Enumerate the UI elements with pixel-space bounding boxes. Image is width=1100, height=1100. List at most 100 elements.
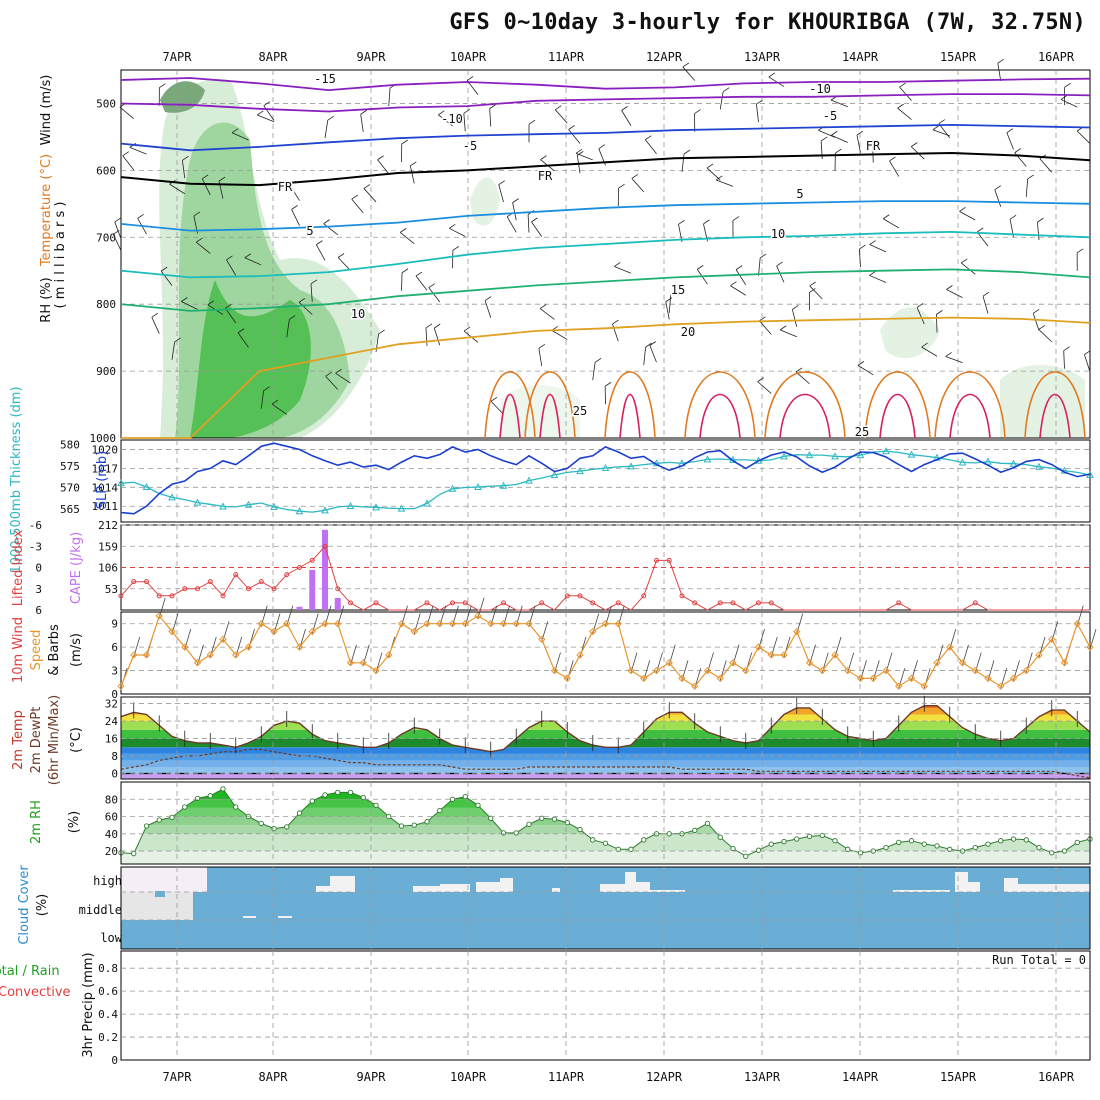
li-marker <box>730 600 736 606</box>
wind-barb <box>401 139 408 145</box>
pressure-tick: 500 <box>96 97 116 110</box>
wind-barb <box>512 198 519 203</box>
rh-marker <box>347 789 354 796</box>
rh-marker <box>258 820 264 827</box>
thickness-marker <box>474 482 482 491</box>
rh-band <box>121 825 1090 834</box>
thickness-marker <box>346 501 355 510</box>
wind-barb <box>649 345 657 363</box>
wind-barb <box>434 323 441 329</box>
contour-label: 10 <box>351 307 365 321</box>
li-axis-label: Lifted Index <box>11 529 26 606</box>
wind-barb <box>151 316 160 334</box>
rh-marker <box>755 847 762 853</box>
wind-barb <box>759 320 772 335</box>
wind10m-marker <box>652 666 661 675</box>
temp-band <box>121 773 1090 779</box>
isotherm-3 <box>120 151 1091 187</box>
wind-barb <box>409 165 415 184</box>
wind-barb <box>976 231 989 247</box>
wind10m-marker <box>946 643 954 651</box>
wind10m-barb <box>452 605 459 626</box>
temp-band <box>121 766 1090 774</box>
wind-barb <box>869 275 887 283</box>
precip-tick: 0.4 <box>98 1008 118 1021</box>
rh-marker <box>692 827 698 833</box>
date-tick-bottom: 16APR <box>1038 1070 1075 1084</box>
wind-barb <box>706 163 714 169</box>
wind10m-marker <box>257 620 265 628</box>
wind-barb <box>779 325 787 331</box>
wind-barb <box>665 297 673 303</box>
slp-line <box>120 442 1091 515</box>
wind10m-marker <box>461 620 469 628</box>
wind-barb <box>715 175 723 181</box>
wind-barb <box>316 240 323 245</box>
precip-frame <box>120 950 1091 1061</box>
pressure-tick: 900 <box>96 365 116 378</box>
wind-barb <box>818 129 836 138</box>
rh-marker <box>1010 836 1017 842</box>
li-tick: 6 <box>35 604 42 617</box>
rh-marker <box>143 823 150 829</box>
wind-barb <box>665 301 670 320</box>
wind-barb <box>678 219 685 225</box>
wind10m-marker <box>907 674 916 683</box>
wind-barb <box>237 328 245 334</box>
cape-bar <box>322 529 328 610</box>
wind-barb <box>1063 350 1065 369</box>
cloud-cell <box>413 886 440 892</box>
wind-barb <box>809 281 816 287</box>
thickness-marker <box>780 452 788 460</box>
rh-marker <box>335 789 341 796</box>
rh-frame <box>120 781 1091 865</box>
wind10m-marker <box>410 627 418 636</box>
li-marker <box>564 593 570 599</box>
cloud-cell <box>155 891 165 897</box>
wind-barb <box>768 76 785 87</box>
rh-marker <box>628 846 634 852</box>
rh-marker <box>857 850 864 856</box>
slp-axis-label: SLP (mb) <box>95 451 110 510</box>
wind-barb <box>452 245 460 251</box>
thickness-marker <box>984 457 992 465</box>
li-marker <box>207 579 213 585</box>
thickness-marker <box>1035 462 1043 470</box>
wind-barb <box>201 174 209 180</box>
wind10m-marker <box>130 651 138 659</box>
li-marker <box>539 600 545 606</box>
wind10m-marker <box>844 666 852 675</box>
wind10m-marker <box>729 659 737 667</box>
rh-marker <box>284 824 290 830</box>
wind-barb <box>490 400 504 415</box>
isotherm-25-orange <box>684 371 756 439</box>
wind-barb <box>857 365 874 376</box>
cape-bar <box>309 569 316 610</box>
wind-barb <box>682 66 696 81</box>
wind-barb <box>703 219 710 225</box>
wind-barb <box>856 130 864 136</box>
wind10m-marker <box>232 651 240 659</box>
chart-title: GFS 0~10day 3-hourly for KHOURIBGA (7W, … <box>449 10 1086 35</box>
wind-barb <box>997 58 1005 64</box>
rh-marker <box>233 804 239 810</box>
wind-barb <box>831 130 838 136</box>
wind-barb <box>921 342 928 348</box>
cloud-cell <box>650 890 685 892</box>
wind-barb <box>831 134 848 143</box>
wind10m-marker <box>321 620 329 628</box>
wind10m-barb <box>732 644 740 665</box>
wind-barb <box>872 140 879 146</box>
wind-barb <box>643 347 647 366</box>
wind-barb <box>1006 132 1014 150</box>
rh-marker <box>590 837 596 843</box>
cloud-cell <box>440 884 470 892</box>
contour-label: -5 <box>463 139 477 153</box>
cloud-cell <box>1004 878 1018 892</box>
wind-barb <box>463 109 471 114</box>
wind-barb <box>555 105 562 111</box>
li-marker <box>348 600 353 606</box>
wind10m-marker <box>589 627 597 636</box>
wind-barb <box>226 255 233 261</box>
li-marker <box>577 593 583 599</box>
